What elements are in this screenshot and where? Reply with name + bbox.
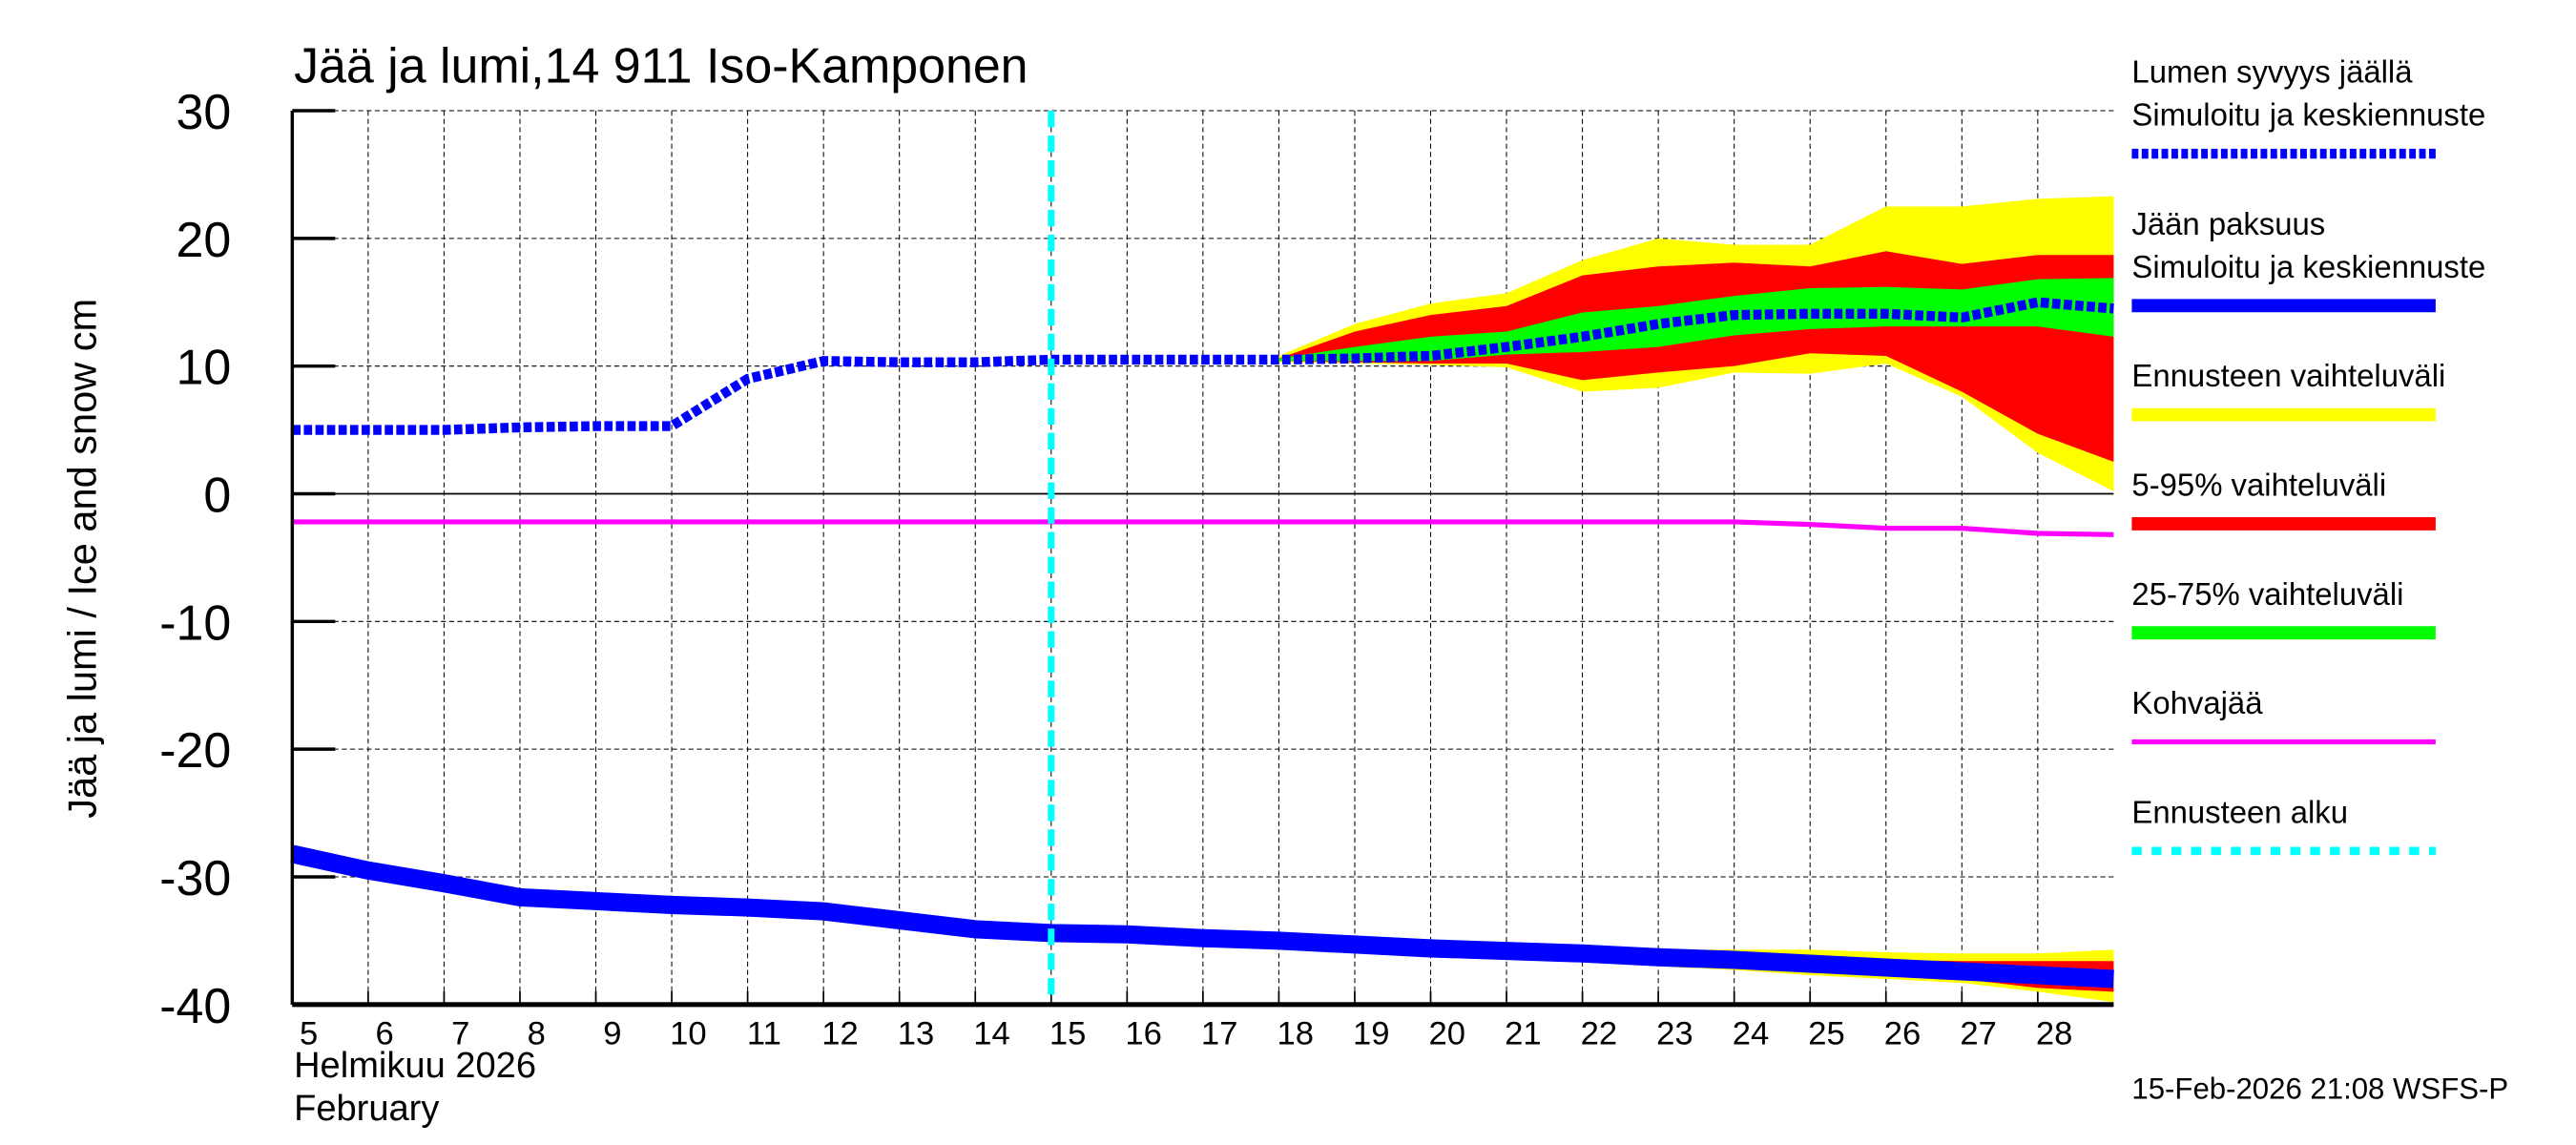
x-tick-label: 25 <box>1808 1015 1844 1051</box>
x-tick-label: 27 <box>1960 1015 1996 1051</box>
x-tick-label: 8 <box>528 1015 546 1051</box>
legend-label: Simuloitu ja keskiennuste <box>2131 97 2485 133</box>
x-tick-label: 23 <box>1656 1015 1693 1051</box>
legend-label: Jään paksuus <box>2131 206 2325 241</box>
x-tick-label: 10 <box>670 1015 706 1051</box>
x-axis-month-fi: Helmikuu 2026 <box>294 1046 536 1086</box>
slush-ice-line <box>292 519 2114 537</box>
legend-label: Kohvajää <box>2131 685 2263 720</box>
x-tick-label: 20 <box>1429 1015 1465 1051</box>
x-tick-label: 5 <box>300 1015 318 1051</box>
legend-label: 5-95% vaihteluväli <box>2131 467 2386 502</box>
x-tick-label: 13 <box>898 1015 934 1051</box>
x-tick-label: 15 <box>1049 1015 1086 1051</box>
y-tick-label: 30 <box>177 85 232 140</box>
legend-label: 25-75% vaihteluväli <box>2131 576 2403 612</box>
y-tick-label: 10 <box>177 341 232 396</box>
legend-label: Ennusteen alku <box>2131 794 2348 829</box>
x-tick-label: 6 <box>376 1015 394 1051</box>
x-tick-label: 26 <box>1884 1015 1921 1051</box>
x-tick-label: 19 <box>1353 1015 1389 1051</box>
footer-timestamp: 15-Feb-2026 21:08 WSFS-P <box>2131 1072 2508 1106</box>
x-tick-label: 9 <box>603 1015 621 1051</box>
x-tick-label: 16 <box>1125 1015 1161 1051</box>
legend-label: Lumen syvyys jäällä <box>2131 54 2413 90</box>
x-tick-label: 14 <box>973 1015 1009 1051</box>
y-axis-label: Jää ja lumi / Ice and snow cm <box>59 299 104 819</box>
ice-forecast-band <box>1278 940 2114 1003</box>
chart-title: Jää ja lumi,14 911 Iso-Kamponen <box>294 39 1028 94</box>
x-tick-label: 22 <box>1581 1015 1617 1051</box>
y-tick-label: -30 <box>159 851 231 906</box>
legend-label: Simuloitu ja keskiennuste <box>2131 249 2485 284</box>
x-tick-label: 12 <box>821 1015 858 1051</box>
y-tick-label: -10 <box>159 595 231 651</box>
snow-depth-line <box>292 297 2114 435</box>
x-tick-label: 18 <box>1277 1015 1313 1051</box>
x-tick-label: 7 <box>451 1015 469 1051</box>
y-tick-label: -20 <box>159 723 231 779</box>
y-tick-label: 0 <box>203 468 231 524</box>
ice-thickness-line <box>290 844 2114 989</box>
x-tick-label: 24 <box>1733 1015 1769 1051</box>
y-tick-label: -40 <box>159 979 231 1034</box>
legend-label: Ennusteen vaihteluväli <box>2131 358 2445 393</box>
y-tick-label: 20 <box>177 213 232 268</box>
x-tick-label: 28 <box>2036 1015 2072 1051</box>
x-axis-month-en: February <box>294 1089 439 1129</box>
x-tick-label: 21 <box>1505 1015 1541 1051</box>
x-tick-label: 17 <box>1201 1015 1237 1051</box>
x-tick-label: 11 <box>747 1015 781 1051</box>
